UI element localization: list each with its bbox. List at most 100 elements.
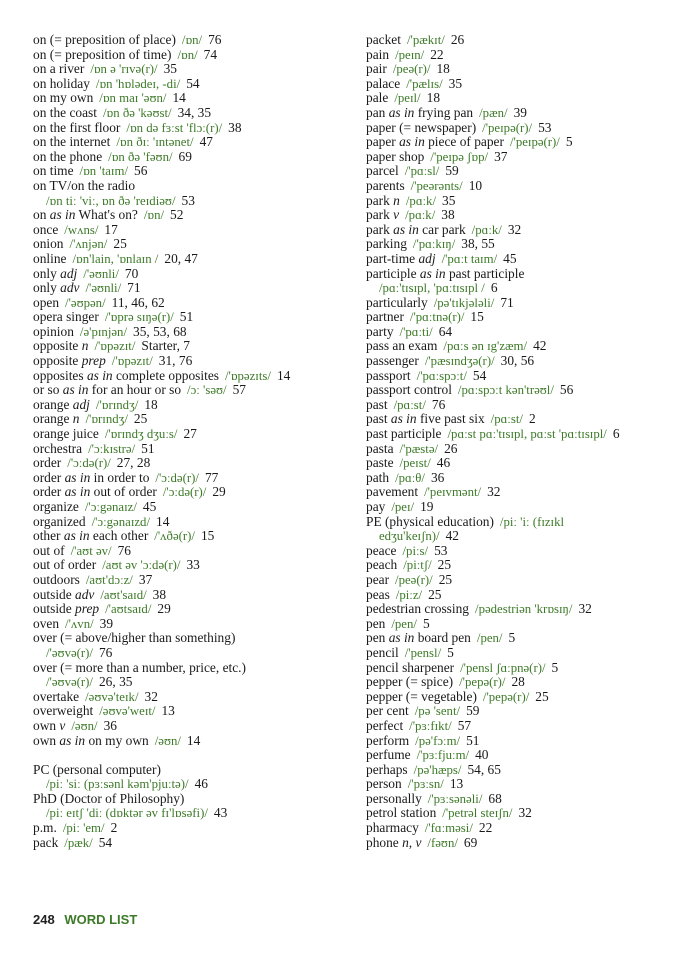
page-references: 18 xyxy=(144,396,158,412)
word-entry-line: past as in five past six/pɑːst/2 xyxy=(366,412,620,427)
usage-note: as in xyxy=(419,265,446,281)
word-entry-line: PE (physical education) /piː 'iː (fɪzɪkl xyxy=(366,514,620,530)
page-references: 6 xyxy=(490,280,498,296)
word-entry-line: paper shop /'peɪpə ʃɒp/37 xyxy=(366,149,620,165)
headword: once xyxy=(33,221,59,237)
headword: pavement xyxy=(366,484,419,500)
headword: pedestrian crossing xyxy=(366,601,470,617)
headword: overtake xyxy=(33,688,80,704)
headword: on (= preposition of time) xyxy=(33,46,172,62)
usage-note: as in xyxy=(388,630,415,646)
word-entry-line: PhD (Doctor of Philosophy) xyxy=(33,791,290,807)
usage-note: n xyxy=(393,192,400,208)
word-entry-line: on a river/ɒn ə 'rɪvə(r)/ 35 xyxy=(33,61,290,77)
word-entry-line: perfume /'pɜːfjuːm/40 xyxy=(366,747,620,763)
pronunciation: /'ʌnjən/ xyxy=(69,237,108,252)
pronunciation: /wʌns/ xyxy=(64,222,99,237)
word-entry-line: perhaps/pə'hæps/54, 65 xyxy=(366,762,620,778)
headword: on a river xyxy=(33,61,85,77)
page-references: 29 xyxy=(212,484,226,500)
word-entry-line: on (= preposition of place) /ɒn/76 xyxy=(33,32,290,48)
pronunciation: /peə(r)/ xyxy=(395,572,433,587)
headword: part-time xyxy=(366,250,419,266)
word-entry-line: organized /'ɔːgənaɪzd/14 xyxy=(33,513,290,530)
headword: frying pan xyxy=(414,104,474,120)
spacer xyxy=(33,748,290,763)
page-references: 53 xyxy=(434,542,448,558)
word-entry-line: on my own/ɒn maɪ 'əʊn/14 xyxy=(33,91,290,106)
headword: organize xyxy=(33,499,79,514)
word-entry-line: pharmacy /'fɑːməsi/22 xyxy=(366,820,620,836)
headword: orange xyxy=(33,396,73,412)
headword: board pen xyxy=(414,630,471,646)
page-references: 5 xyxy=(447,644,454,660)
headword: over (= above/higher than something) xyxy=(33,630,236,646)
word-entry-line: on as in What's on? /ɒn/52 xyxy=(33,207,290,223)
pronunciation: /pɑːθ/ xyxy=(395,470,425,485)
pronunciation: /pɑːk/ xyxy=(471,222,502,237)
word-entry-line: pair/peə(r)/ 18 xyxy=(366,61,620,77)
headword: open xyxy=(33,294,60,310)
pronunciation: /'ɒrɪndʒ/ xyxy=(95,397,139,412)
headword: peace xyxy=(366,542,397,558)
headword: onion xyxy=(33,236,64,252)
headword: out of xyxy=(33,542,65,558)
word-entry-line: park v/pɑːk/38 xyxy=(366,207,620,223)
page-references: 46 xyxy=(436,455,451,471)
page-references: 59 xyxy=(466,703,480,719)
word-entry-line: pepper (= spice) /'pepə(r)/ 28 xyxy=(366,674,620,690)
word-entry-line: palace /'pælɪs/35 xyxy=(366,76,620,92)
word-entry-line: park as in car park/pɑːk/32 xyxy=(366,221,620,238)
page-references: 76 xyxy=(208,32,222,47)
headword: particularly xyxy=(366,294,428,310)
usage-note: prep xyxy=(75,601,100,617)
page-references: 33 xyxy=(186,557,200,573)
page-references: 35 xyxy=(442,192,456,208)
pronunciation: /pæn/ xyxy=(479,105,508,120)
headword: p.m. xyxy=(33,820,57,836)
word-entry-line: paste/peɪst/46 xyxy=(366,455,620,471)
word-entry-line: passport /'pɑːspɔːt/54 xyxy=(366,368,620,384)
page-references: 38 xyxy=(152,586,167,602)
word-entry-line: particularly/pə'tɪkjələli/71 xyxy=(366,294,620,311)
word-entry-line: /pɑː'tɪsɪpl, 'pɑːtɪsɪpl / 6 xyxy=(366,280,620,296)
headword: past xyxy=(366,396,388,412)
page-references: 6 xyxy=(612,426,620,442)
pronunciation: /ɒn/ xyxy=(143,208,165,223)
page-references: 18 xyxy=(426,90,441,106)
word-entry-line: participle as in past participle xyxy=(366,265,620,282)
headword: opinion xyxy=(33,323,74,339)
headword: parcel xyxy=(366,163,399,179)
page-references: 69 xyxy=(463,834,478,850)
word-entry-line: on holiday/ɒn 'hɒlədeɪ, -di/54 xyxy=(33,76,290,92)
headword: order xyxy=(33,455,62,471)
headword: online xyxy=(33,250,67,266)
word-entry-line: on time/ɒn 'taɪm/56 xyxy=(33,164,290,179)
word-entry-line: out of order/aʊt əv 'ɔːdə(r)/ 33 xyxy=(33,558,290,573)
page-references: 34, 35 xyxy=(177,104,212,120)
page-references: 39 xyxy=(513,104,527,120)
word-entry-line: online/ɒn'lain, 'ɒnlaɪn / 20, 47 xyxy=(33,250,290,267)
headword: passport control xyxy=(366,382,452,398)
page-references: 53 xyxy=(538,119,552,135)
pronunciation: /ɒn də fɜːst 'flɔː(r)/ xyxy=(126,120,223,135)
word-entry-line: phone n, v/fəʊn/69 xyxy=(366,834,620,851)
page-references: 76 xyxy=(117,542,131,558)
word-entry-line: pencil sharpener /'pensl ʃɑːpnə(r)/ 5 xyxy=(366,660,620,676)
pronunciation: /'ɔːdə(r)/ xyxy=(155,470,199,485)
word-entry-line: on the first floor/ɒn də fɜːst 'flɔː(r)/… xyxy=(33,120,290,136)
headword: on the internet xyxy=(33,134,111,150)
headword: pan xyxy=(366,104,389,120)
pronunciation: /pɑːst/ xyxy=(490,412,523,427)
usage-note: as in xyxy=(62,382,89,398)
pronunciation: /'ɔːgənaɪz/ xyxy=(84,500,137,514)
word-list-left-column: on (= preposition of place)/ɒn/76 on (= p… xyxy=(33,32,290,850)
page-references: 14 xyxy=(156,513,170,529)
word-entry-line: organize /'ɔːgənaɪz/45 xyxy=(33,499,290,515)
usage-note: as in xyxy=(399,134,425,150)
usage-note: as in xyxy=(393,221,419,237)
word-entry-line: pan as in frying pan/pæn/39 xyxy=(366,104,620,121)
pronunciation: /'ɒpəzɪts/ xyxy=(224,368,271,383)
pronunciation: /'ɒpəzɪt/ xyxy=(111,354,153,369)
headword: opposite xyxy=(33,353,82,369)
